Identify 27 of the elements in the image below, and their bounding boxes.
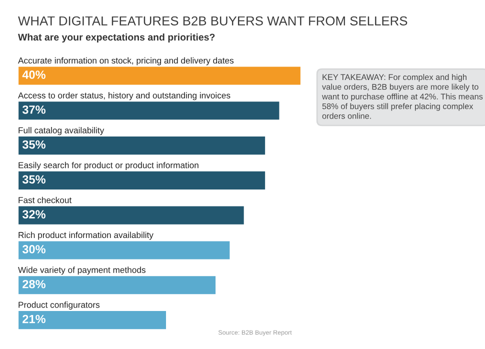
data-label: 37%	[22, 105, 46, 114]
y-tick-label: Rich product information availability	[18, 232, 154, 240]
y-tick-label: Accurate information on stock, pricing and delivery dates	[18, 57, 234, 66]
y-tick-label: Full catalog availability	[18, 127, 104, 136]
data-label: 21%	[22, 314, 46, 324]
data-label: 28%	[22, 280, 46, 288]
chart-title: WHAT DIGITAL FEATURES B2B BUYERS WANT FROM SELLERS	[18, 16, 408, 26]
y-tick-label: Fast checkout	[18, 196, 72, 204]
y-tick-label: Access to order status, history and outstanding invoices	[18, 92, 230, 100]
bar	[18, 100, 280, 121]
y-tick-label: Easily search for product or product information	[18, 162, 198, 170]
data-label: 32%	[22, 210, 46, 219]
y-tick-label: Wide variety of payment methods	[18, 266, 146, 275]
bar	[18, 66, 301, 86]
bar	[18, 205, 245, 226]
data-label: 30%	[22, 245, 46, 254]
chart-subtitle: What are your expectations and priorities?	[18, 33, 215, 43]
bar	[18, 310, 168, 330]
text: KEY TAKEAWAY: For complex and high value orders, B2B buyers are more likely to want to purchase offline at 42%. This means 58% of buyers still prefer placing complex orders online.	[322, 74, 483, 119]
bar	[18, 240, 231, 260]
y-tick-label: Product configurators	[18, 302, 100, 310]
data-label: 35%	[22, 140, 46, 149]
data-label: 40%	[22, 70, 46, 79]
bar	[18, 170, 266, 191]
bar	[18, 274, 217, 296]
bar	[18, 135, 266, 156]
data-label: 35%	[22, 175, 46, 184]
